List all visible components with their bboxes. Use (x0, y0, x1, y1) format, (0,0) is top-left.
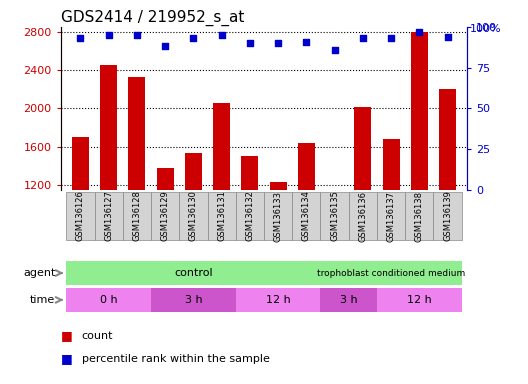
Bar (383, 139, 400, 300)
Text: 100%: 100% (470, 24, 502, 34)
Text: GSM136133: GSM136133 (274, 190, 282, 242)
Point (444, 34, 452, 40)
Text: GDS2414 / 219952_s_at: GDS2414 / 219952_s_at (61, 9, 244, 25)
Text: GSM136134: GSM136134 (302, 190, 311, 242)
Point (331, 46, 339, 53)
Bar (213, 103, 230, 300)
FancyBboxPatch shape (348, 192, 377, 240)
Bar (185, 152, 202, 300)
FancyBboxPatch shape (405, 192, 433, 240)
Point (274, 40, 282, 46)
FancyBboxPatch shape (236, 192, 264, 240)
Bar (72, 137, 89, 300)
Text: GSM136127: GSM136127 (104, 190, 113, 242)
Bar (326, 192, 343, 300)
Bar (100, 65, 117, 300)
Text: count: count (82, 331, 114, 341)
Point (189, 35, 197, 41)
Text: 12 h: 12 h (407, 295, 432, 305)
Text: GSM136139: GSM136139 (443, 190, 452, 242)
Point (359, 35, 367, 41)
FancyBboxPatch shape (377, 288, 461, 312)
Text: agent: agent (23, 268, 55, 278)
Text: GSM136137: GSM136137 (386, 190, 395, 242)
Bar (354, 106, 371, 300)
FancyBboxPatch shape (377, 192, 405, 240)
Text: 3 h: 3 h (340, 295, 357, 305)
Point (76, 35, 84, 41)
FancyBboxPatch shape (67, 261, 320, 285)
Text: time: time (30, 295, 55, 305)
Text: GSM136130: GSM136130 (189, 190, 198, 242)
Bar (439, 89, 456, 300)
Text: GSM136129: GSM136129 (161, 190, 169, 242)
Point (105, 32, 113, 38)
Point (161, 43, 169, 50)
Text: GSM136128: GSM136128 (133, 190, 142, 242)
Text: GSM136131: GSM136131 (217, 190, 226, 242)
Text: GSM136138: GSM136138 (415, 190, 424, 242)
FancyBboxPatch shape (180, 192, 208, 240)
Text: GSM136135: GSM136135 (330, 190, 339, 242)
Text: ■: ■ (61, 329, 72, 343)
Text: GSM136136: GSM136136 (359, 190, 367, 242)
FancyBboxPatch shape (236, 288, 320, 312)
Point (218, 32, 226, 38)
Text: percentile rank within the sample: percentile rank within the sample (82, 354, 270, 364)
Bar (157, 168, 174, 300)
FancyBboxPatch shape (320, 288, 377, 312)
FancyBboxPatch shape (67, 192, 95, 240)
FancyBboxPatch shape (292, 192, 320, 240)
Bar (128, 77, 145, 300)
Point (415, 29, 423, 35)
Text: 12 h: 12 h (266, 295, 290, 305)
Text: GSM136126: GSM136126 (76, 190, 85, 242)
FancyBboxPatch shape (67, 288, 151, 312)
FancyBboxPatch shape (123, 192, 151, 240)
FancyBboxPatch shape (151, 192, 180, 240)
Bar (298, 143, 315, 300)
Text: control: control (174, 268, 213, 278)
Point (133, 32, 141, 38)
Text: 3 h: 3 h (185, 295, 202, 305)
Bar (411, 32, 428, 300)
Text: ■: ■ (61, 353, 72, 366)
Point (302, 38, 310, 45)
FancyBboxPatch shape (208, 192, 236, 240)
FancyBboxPatch shape (320, 192, 348, 240)
Bar (241, 156, 258, 300)
Bar (270, 182, 287, 300)
FancyBboxPatch shape (151, 288, 236, 312)
Point (246, 40, 254, 46)
Text: GSM136132: GSM136132 (246, 190, 254, 242)
FancyBboxPatch shape (95, 192, 123, 240)
Text: 0 h: 0 h (100, 295, 118, 305)
FancyBboxPatch shape (320, 261, 461, 285)
FancyBboxPatch shape (264, 192, 292, 240)
Point (387, 35, 395, 41)
Text: trophoblast conditioned medium: trophoblast conditioned medium (317, 268, 465, 278)
FancyBboxPatch shape (433, 192, 461, 240)
